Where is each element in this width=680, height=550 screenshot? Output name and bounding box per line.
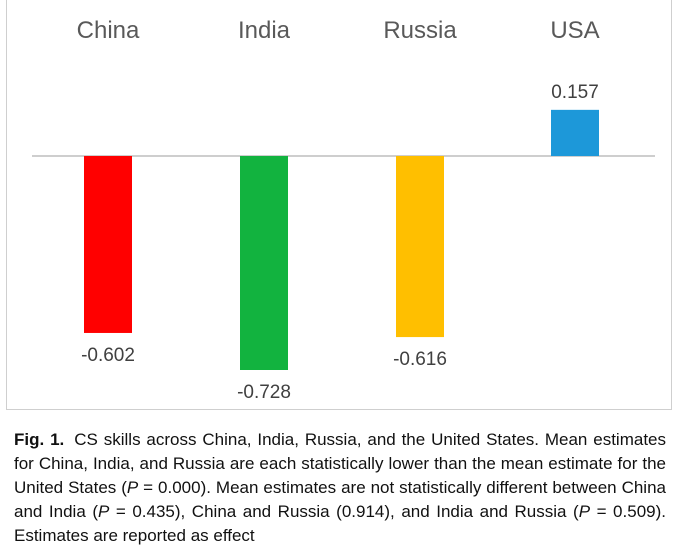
caption-text-4: = 0.509). Estimates are reported as effe… (14, 502, 666, 545)
value-label-china: -0.602 (81, 345, 135, 366)
category-label-china: China (77, 17, 140, 44)
bar-usa (551, 109, 599, 156)
bar-russia (396, 156, 444, 338)
caption-p-symbol-3: P (578, 502, 591, 521)
value-label-india: -0.728 (237, 382, 291, 403)
category-label-usa: USA (550, 17, 599, 44)
category-label-russia: Russia (383, 17, 457, 44)
bar-india (240, 156, 288, 370)
figure-caption: Fig. 1. CS skills across China, India, Ru… (14, 428, 666, 548)
category-label-india: India (238, 17, 291, 44)
caption-p-symbol-2: P (97, 502, 110, 521)
caption-text-2: = 0.000). Mean estimates are not statist… (14, 478, 666, 521)
value-label-russia: -0.616 (393, 349, 447, 370)
caption-p-symbol-1: P (126, 478, 139, 497)
bar-china (84, 156, 132, 333)
value-label-usa: 0.157 (551, 82, 599, 103)
caption-text-1: CS skills across China, India, Russia, a… (14, 430, 666, 497)
chart-frame (6, 0, 672, 410)
figure-label: Fig. 1. (14, 430, 65, 449)
bar-chart: China -0.602 India -0.728 Russia -0.616 USA 0.1… (32, 17, 655, 403)
caption-text-3: = 0.435), China and Russia (0.914), and … (109, 502, 579, 521)
